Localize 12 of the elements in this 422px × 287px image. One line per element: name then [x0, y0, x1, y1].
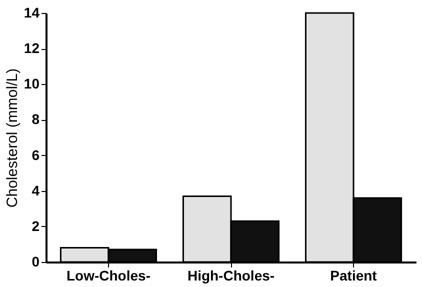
y-tick-label: 14: [24, 4, 40, 20]
y-axis-title: Cholesterol (mmol/L): [4, 68, 21, 208]
y-tick-label: 0: [32, 254, 40, 270]
y-tick-label: 8: [32, 111, 40, 128]
x-tick-label: High-Choles-: [187, 268, 275, 284]
y-tick-label: 2: [32, 218, 40, 234]
x-tick-label: Patient: [330, 268, 378, 284]
y-tick-label: 6: [32, 146, 40, 163]
y-tick-label: 10: [24, 76, 40, 92]
x-tick-label: Low-Choles-: [66, 268, 151, 284]
y-tick-label: 4: [32, 182, 40, 198]
y-tick-label: 12: [24, 40, 40, 56]
